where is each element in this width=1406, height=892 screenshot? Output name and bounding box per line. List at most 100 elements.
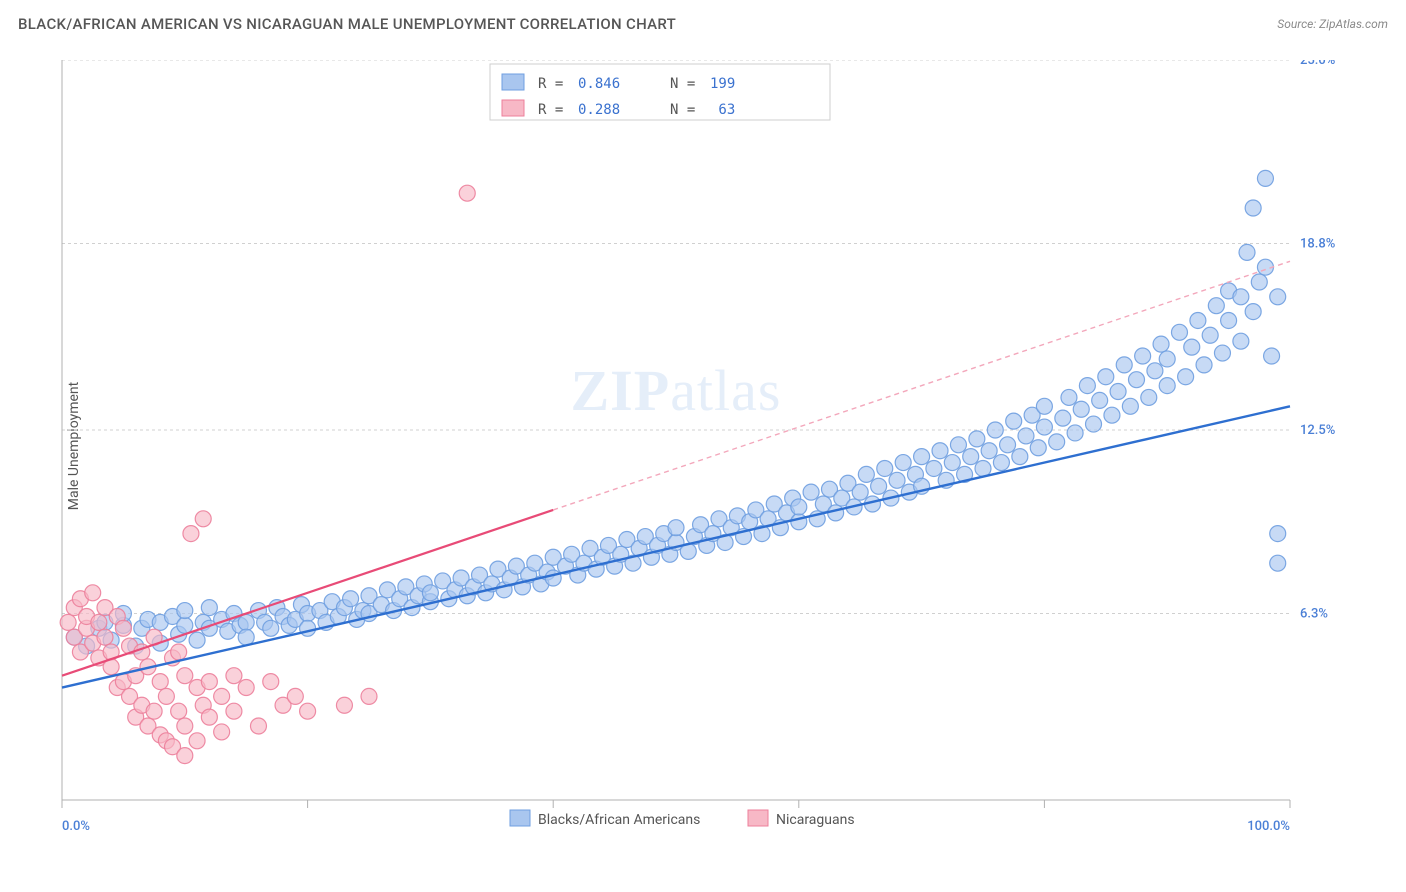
scatter-point xyxy=(852,484,868,500)
bottom-legend-swatch xyxy=(748,810,768,826)
scatter-point xyxy=(889,472,905,488)
scatter-point xyxy=(1245,304,1261,320)
corr-n-label: N = xyxy=(670,102,695,118)
scatter-point xyxy=(1270,555,1286,571)
corr-n-label: N = xyxy=(670,76,695,92)
scatter-point xyxy=(1233,289,1249,305)
scatter-point xyxy=(1159,378,1175,394)
scatter-point xyxy=(1251,274,1267,290)
legend-swatch xyxy=(502,100,524,116)
scatter-point xyxy=(189,632,205,648)
scatter-point xyxy=(877,460,893,476)
scatter-point xyxy=(1171,324,1187,340)
scatter-point xyxy=(287,688,303,704)
scatter-point xyxy=(238,614,254,630)
scatter-point xyxy=(1129,372,1145,388)
scatter-point xyxy=(1135,348,1151,364)
scatter-point xyxy=(1067,425,1083,441)
scatter-point xyxy=(545,570,561,586)
scatter-point xyxy=(115,620,131,636)
scatter-point xyxy=(1202,327,1218,343)
scatter-point xyxy=(1245,200,1261,216)
scatter-point xyxy=(1061,389,1077,405)
corr-r-label: R = xyxy=(538,102,563,118)
scatter-point xyxy=(189,733,205,749)
y-tick-label: 12.5% xyxy=(1300,423,1335,438)
scatter-point xyxy=(950,437,966,453)
scatter-point xyxy=(177,668,193,684)
scatter-point xyxy=(263,620,279,636)
scatter-point xyxy=(238,680,254,696)
scatter-point xyxy=(1104,407,1120,423)
bottom-legend-label: Nicaraguans xyxy=(776,812,855,828)
scatter-point xyxy=(1270,526,1286,542)
scatter-point xyxy=(1092,392,1108,408)
scatter-point xyxy=(263,674,279,690)
scatter-point xyxy=(1147,363,1163,379)
scatter-point xyxy=(459,185,475,201)
scatter-point xyxy=(201,600,217,616)
scatter-point xyxy=(226,668,242,684)
corr-n-value: 199 xyxy=(710,76,735,92)
scatter-point xyxy=(60,614,76,630)
scatter-point xyxy=(171,703,187,719)
scatter-point xyxy=(201,709,217,725)
scatter-point xyxy=(343,591,359,607)
scatter-point xyxy=(1073,401,1089,417)
scatter-point xyxy=(1116,357,1132,373)
scatter-point xyxy=(1086,416,1102,432)
scatter-point xyxy=(1159,351,1175,367)
scatter-point xyxy=(177,718,193,734)
scatter-point xyxy=(1178,369,1194,385)
scatter-point xyxy=(993,455,1009,471)
scatter-point xyxy=(1049,434,1065,450)
scatter-point xyxy=(171,644,187,660)
scatter-point xyxy=(177,603,193,619)
corr-r-label: R = xyxy=(538,76,563,92)
scatter-point xyxy=(1214,345,1230,361)
scatter-point xyxy=(1110,384,1126,400)
scatter-point xyxy=(238,629,254,645)
scatter-point xyxy=(177,748,193,764)
x-tick-label: 100.0% xyxy=(1247,819,1290,834)
scatter-point xyxy=(1012,449,1028,465)
scatter-point xyxy=(250,718,266,734)
y-tick-label: 18.8% xyxy=(1300,237,1335,252)
scatter-point xyxy=(1098,369,1114,385)
scatter-point xyxy=(668,520,684,536)
scatter-point xyxy=(895,455,911,471)
scatter-point xyxy=(300,703,316,719)
scatter-point xyxy=(981,443,997,459)
y-tick-label: 6.3% xyxy=(1300,607,1328,622)
scatter-point xyxy=(177,617,193,633)
scatter-point xyxy=(1196,357,1212,373)
scatter-point xyxy=(183,526,199,542)
scatter-point xyxy=(1190,312,1206,328)
scatter-point xyxy=(1000,437,1016,453)
scatter-point xyxy=(871,478,887,494)
scatter-point xyxy=(969,431,985,447)
scatter-point xyxy=(1270,289,1286,305)
corr-r-value: 0.846 xyxy=(578,76,620,92)
scatter-point xyxy=(1036,398,1052,414)
bottom-legend-label: Blacks/African Americans xyxy=(538,812,700,828)
scatter-point xyxy=(828,505,844,521)
scatter-point xyxy=(214,724,230,740)
scatter-point xyxy=(1264,348,1280,364)
scatter-point xyxy=(1006,413,1022,429)
scatter-point xyxy=(1030,440,1046,456)
watermark: ZIPatlas xyxy=(571,358,782,423)
legend-swatch xyxy=(502,74,524,90)
scatter-point xyxy=(791,514,807,530)
scatter-point xyxy=(1208,298,1224,314)
scatter-point xyxy=(1018,428,1034,444)
scatter-point xyxy=(1184,339,1200,355)
scatter-point xyxy=(158,688,174,704)
scatter-point xyxy=(944,455,960,471)
scatter-point xyxy=(975,460,991,476)
scatter-point xyxy=(914,449,930,465)
scatter-point xyxy=(97,629,113,645)
bottom-legend-swatch xyxy=(510,810,530,826)
scatter-point xyxy=(1055,410,1071,426)
scatter-chart-svg: 6.3%12.5%18.8%25.0%ZIPatlas0.0%100.0%R =… xyxy=(50,60,1350,860)
